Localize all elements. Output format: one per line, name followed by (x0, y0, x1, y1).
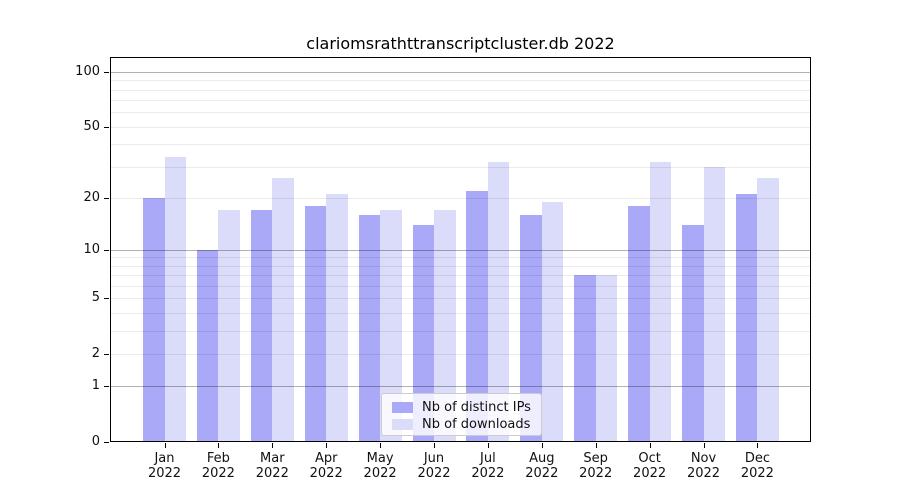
x-tick-aug (541, 443, 543, 448)
y-tick-1 (104, 386, 109, 388)
x-tick-label-mar: Mar 2022 (255, 451, 289, 481)
y-tick-20 (104, 197, 109, 199)
y-tick-2 (104, 353, 109, 355)
chart-title: clariomsrathttranscriptcluster.db 2022 (306, 34, 615, 53)
y-tick-label-20: 20 (83, 189, 100, 205)
y-tick-0 (104, 442, 109, 443)
minor-gridline-9 (111, 257, 810, 259)
bar-distinct-ips-feb (196, 249, 219, 442)
bar-distinct-ips-apr (304, 205, 327, 442)
bar-distinct-ips-mar (250, 210, 273, 442)
y-tick-label-2: 2 (91, 345, 100, 361)
bar-downloads-sep (595, 275, 618, 442)
y-tick-label-50: 50 (83, 118, 100, 134)
y-tick-100 (104, 72, 109, 73)
legend-label-downloads: Nb of downloads (422, 416, 531, 432)
x-tick-apr (326, 443, 328, 448)
bar-downloads-may (380, 210, 402, 442)
x-tick-mar (272, 443, 274, 448)
legend-item-downloads: Nb of downloads (392, 416, 541, 432)
minor-gridline-50 (111, 126, 810, 128)
x-tick-label-jul: Jul 2022 (471, 451, 505, 481)
x-tick-label-dec: Dec 2022 (740, 451, 774, 481)
x-tick-label-feb: Feb 2022 (201, 451, 235, 481)
x-tick-dec (757, 443, 759, 448)
x-tick-label-sep: Sep 2022 (579, 451, 613, 481)
major-gridline-100 (111, 72, 810, 73)
x-tick-jul (487, 443, 489, 448)
minor-gridline-20 (111, 197, 810, 199)
minor-gridline-80 (111, 89, 810, 91)
legend-swatch-distinct-ips (392, 401, 413, 413)
bar-downloads-dec (757, 177, 779, 442)
x-tick-jan (164, 443, 166, 448)
bar-distinct-ips-oct (628, 205, 650, 442)
x-tick-label-oct: Oct 2022 (633, 451, 667, 481)
bar-distinct-ips-nov (682, 224, 704, 442)
y-tick-label-0: 0 (91, 434, 100, 449)
bar-downloads-jun (434, 210, 456, 442)
y-tick-50 (104, 126, 109, 128)
x-tick-jun (434, 443, 435, 448)
x-tick-label-aug: Aug 2022 (525, 451, 559, 481)
y-tick-label-5: 5 (91, 290, 100, 306)
legend-item-distinct-ips: Nb of distinct IPs (392, 399, 541, 415)
minor-gridline-6 (111, 286, 810, 287)
major-gridline-10 (111, 249, 810, 251)
x-tick-oct (649, 443, 651, 448)
y-tick-label-10: 10 (83, 241, 100, 257)
minor-gridline-8 (111, 265, 810, 267)
y-tick-label-1: 1 (91, 378, 100, 394)
bar-distinct-ips-jun (412, 224, 434, 442)
bar-downloads-aug (541, 201, 564, 442)
bar-distinct-ips-jul (466, 190, 488, 442)
minor-gridline-5 (111, 298, 810, 300)
bar-distinct-ips-aug (520, 214, 542, 442)
legend-label-distinct-ips: Nb of distinct IPs (422, 399, 531, 415)
bar-distinct-ips-sep (574, 275, 596, 442)
minor-gridline-3 (111, 330, 810, 332)
x-tick-feb (218, 443, 220, 448)
y-tick-10 (104, 249, 109, 251)
x-tick-label-jan: Jan 2022 (147, 451, 182, 481)
x-tick-label-apr: Apr 2022 (309, 451, 343, 481)
bar-downloads-feb (218, 210, 240, 442)
minor-gridline-90 (111, 80, 810, 82)
bar-distinct-ips-dec (735, 194, 758, 442)
minor-gridline-60 (111, 112, 810, 114)
bar-downloads-apr (326, 194, 348, 442)
x-tick-label-jun: Jun 2022 (417, 451, 451, 481)
major-gridline-1 (111, 386, 810, 388)
x-tick-label-may: May 2022 (363, 451, 397, 481)
minor-gridline-7 (111, 275, 810, 277)
x-tick-sep (595, 443, 597, 448)
minor-gridline-70 (111, 100, 810, 102)
bar-downloads-jul (487, 161, 510, 442)
bar-downloads-mar (272, 177, 294, 442)
x-tick-label-nov: Nov 2022 (686, 451, 721, 481)
bar-downloads-nov (703, 166, 725, 442)
bar-downloads-oct (649, 161, 672, 442)
minor-gridline-2 (111, 353, 810, 355)
y-tick-5 (104, 298, 109, 300)
minor-gridline-4 (111, 313, 810, 314)
x-tick-may (380, 443, 382, 448)
x-tick-nov (703, 443, 705, 448)
bar-distinct-ips-may (358, 214, 381, 442)
legend: Nb of distinct IPs Nb of downloads (381, 393, 542, 436)
minor-gridline-40 (111, 144, 810, 146)
legend-swatch-downloads (392, 418, 413, 430)
bar-downloads-jan (164, 157, 186, 442)
y-tick-label-100: 100 (75, 64, 100, 79)
bar-distinct-ips-jan (143, 197, 165, 442)
minor-gridline-30 (111, 166, 810, 168)
